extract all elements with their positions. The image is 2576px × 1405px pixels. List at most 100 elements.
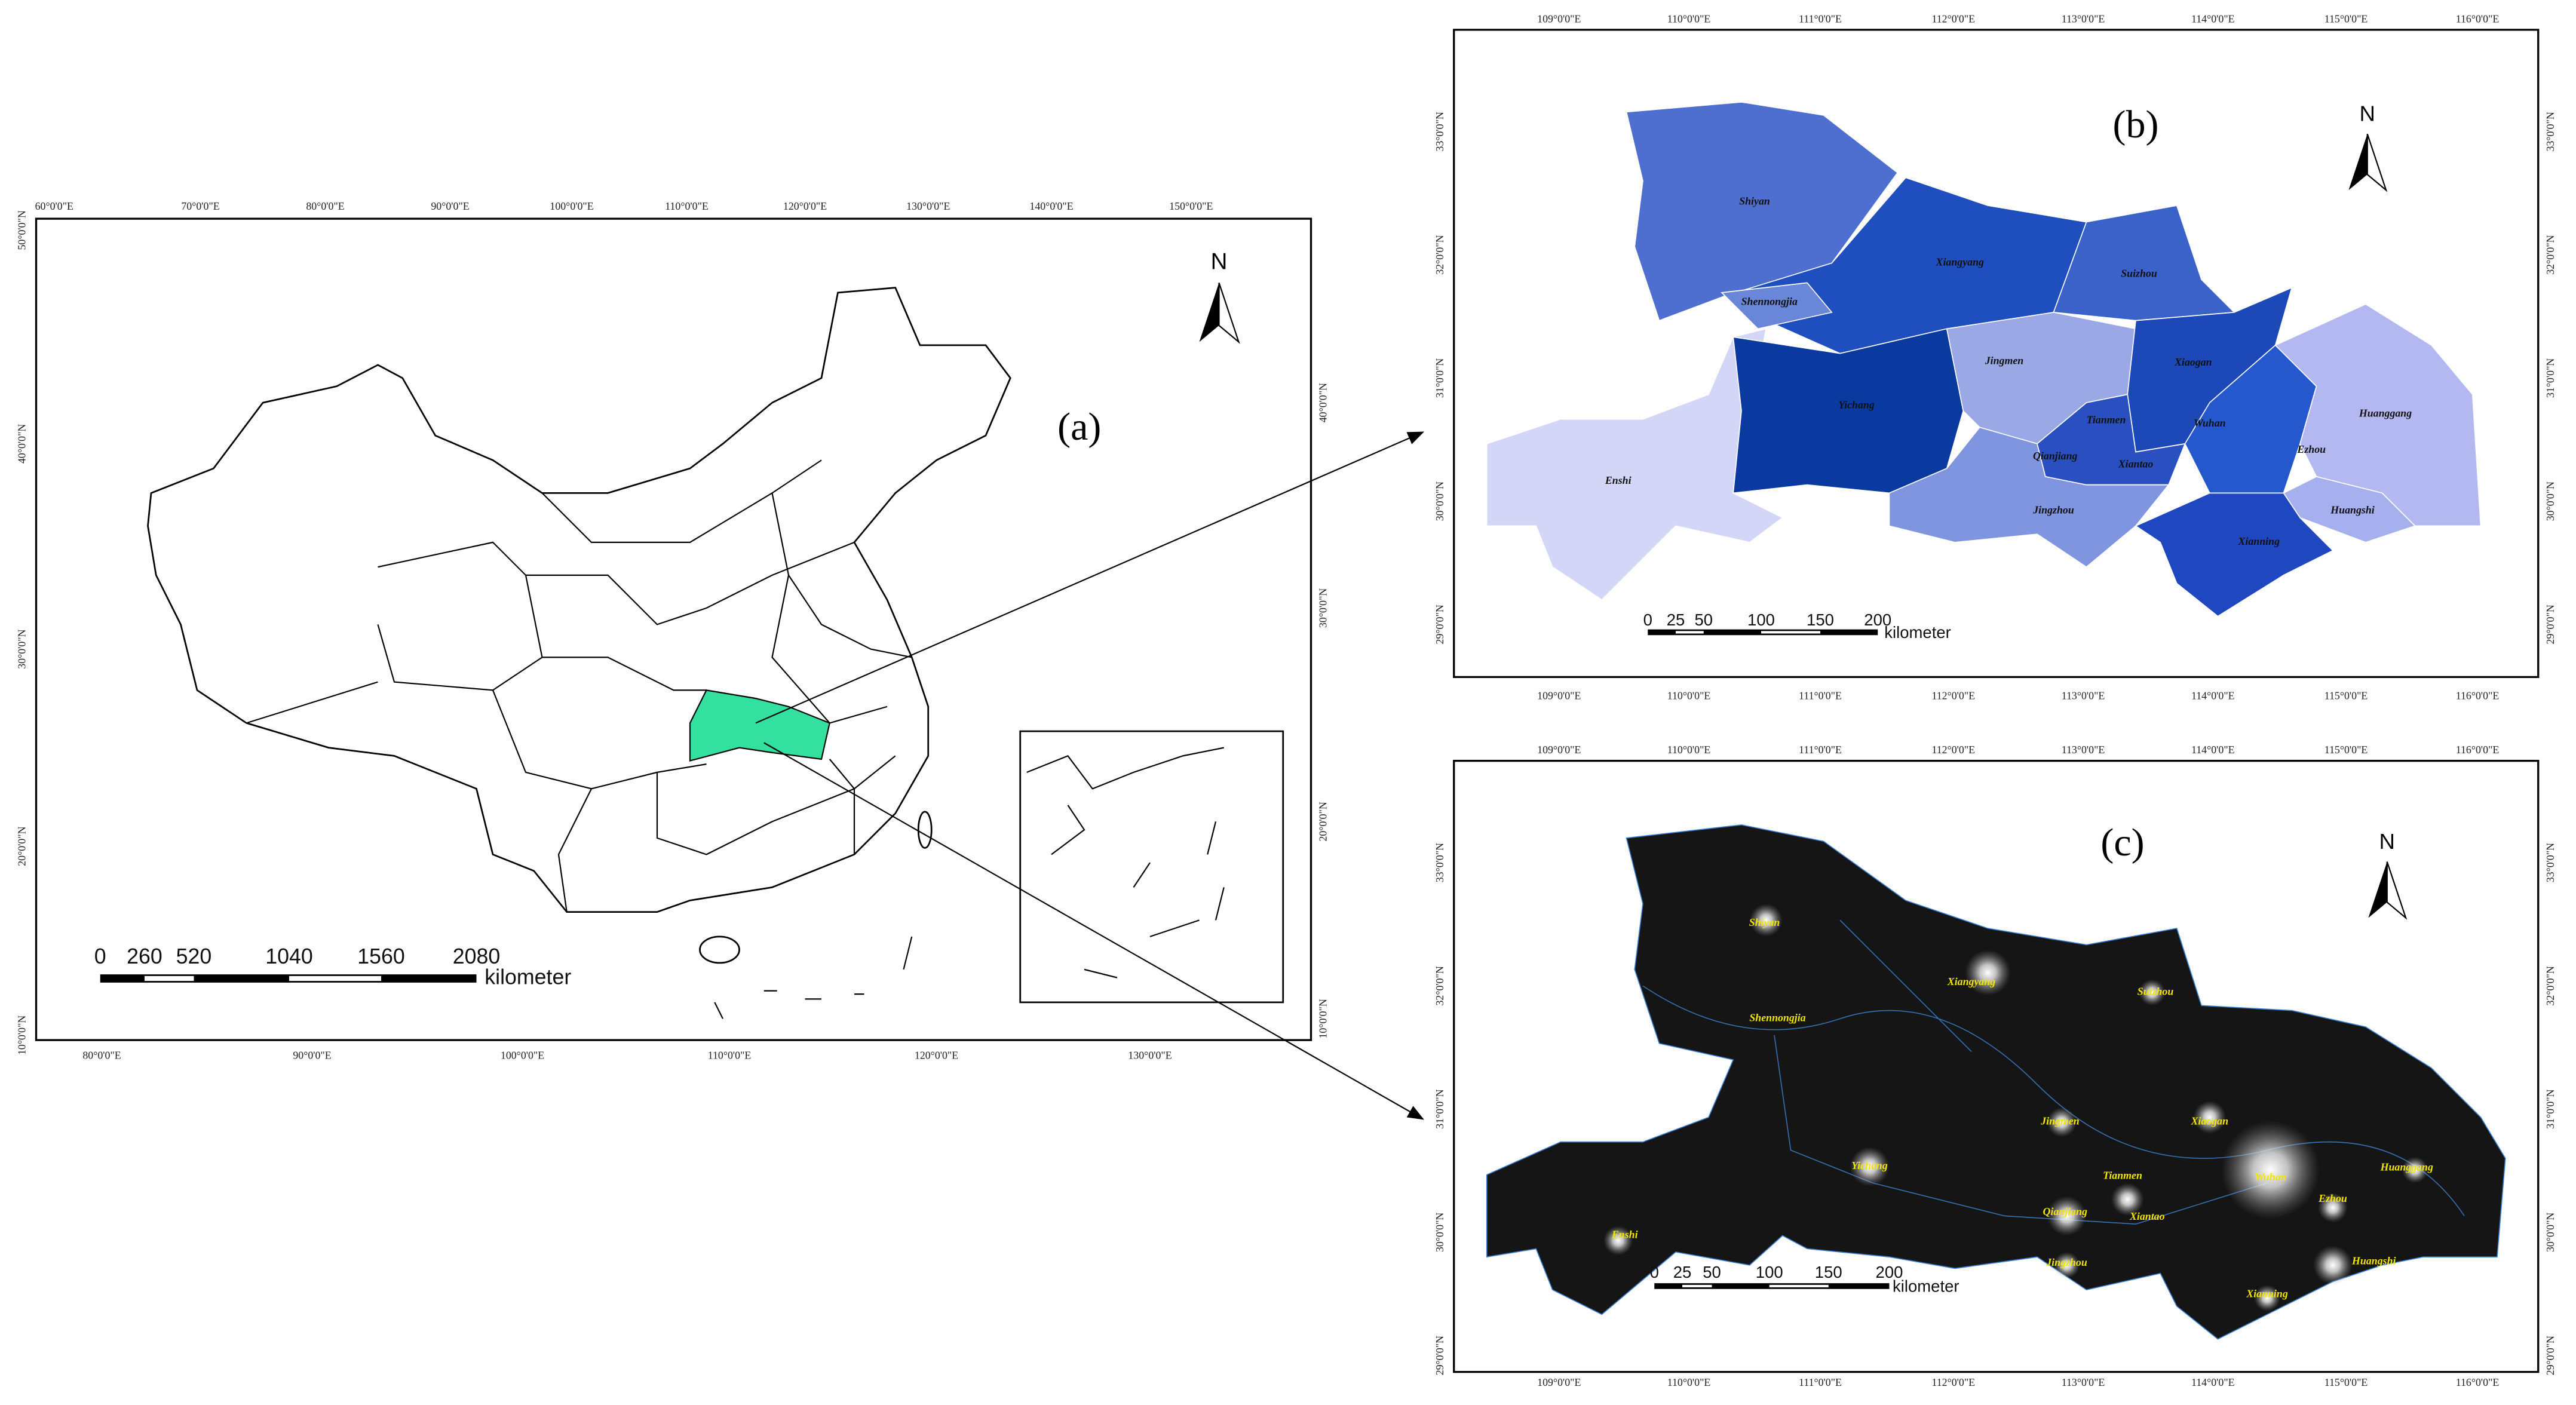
scale-label: 100 xyxy=(1747,611,1775,629)
top-coordinate: 114°0'0"E xyxy=(2191,13,2235,24)
top-coordinate: 150°0'0"E xyxy=(1169,200,1213,212)
north-arrow xyxy=(2348,134,2368,191)
right-coordinate: 32°0'0"N xyxy=(2544,966,2556,1005)
city-label: Yichang xyxy=(1851,1159,1888,1171)
light-glow xyxy=(2313,1245,2353,1285)
light-glow xyxy=(2047,1107,2077,1137)
left-coordinate: 33°0'0"N xyxy=(1434,843,1446,882)
panel-label: (b) xyxy=(2113,103,2159,146)
top-coordinate: 111°0'0"E xyxy=(1799,13,1842,24)
scale-label: 1560 xyxy=(357,944,405,968)
bottom-coordinate: 130°0'0"E xyxy=(1128,1050,1172,1062)
province-border xyxy=(246,681,378,724)
left-coordinate: 30°0'0"N xyxy=(1434,1213,1446,1252)
islands xyxy=(714,936,913,1019)
city-label: Xiaogan xyxy=(2174,356,2212,368)
light-glow xyxy=(2221,1120,2320,1219)
bottom-coordinate: 109°0'0"E xyxy=(1537,1376,1581,1388)
north-label: N xyxy=(2360,102,2375,126)
scale-bar xyxy=(100,974,477,983)
top-coordinate: 116°0'0"E xyxy=(2456,13,2500,24)
scale-label: 50 xyxy=(1703,1263,1721,1281)
city-label: Xiaogan xyxy=(2190,1115,2228,1127)
top-coordinate: 130°0'0"E xyxy=(906,200,950,212)
inset-coast xyxy=(1026,747,1225,978)
bottom-coordinate: 116°0'0"E xyxy=(2456,1376,2500,1388)
north-arrow xyxy=(1218,283,1240,344)
left-coordinate: 31°0'0"N xyxy=(1434,1089,1446,1128)
scale-label: 25 xyxy=(1673,1263,1692,1281)
top-coordinate: 100°0'0"E xyxy=(550,200,593,212)
scale-unit: kilometer xyxy=(1893,1277,1959,1295)
map-frame xyxy=(1453,29,2540,679)
light-glow xyxy=(2318,1192,2348,1223)
top-coordinate: 110°0'0"E xyxy=(1667,744,1711,756)
scale-label: 25 xyxy=(1667,611,1685,629)
north-arrow xyxy=(2366,133,2388,192)
hainan xyxy=(699,935,740,964)
light-glow xyxy=(2047,1196,2087,1236)
scale-label: 0 xyxy=(1650,1263,1659,1281)
hubei-highlight xyxy=(689,689,831,762)
bottom-coordinate: 110°0'0"E xyxy=(1667,689,1711,701)
light-glow xyxy=(1850,1146,1890,1186)
district xyxy=(1721,282,1833,330)
arrow xyxy=(763,742,1424,1120)
bottom-coordinate: 111°0'0"E xyxy=(1799,1376,1842,1388)
north-arrow xyxy=(2368,861,2387,918)
north-arrow xyxy=(1199,283,1219,342)
city-label: Huanggang xyxy=(2380,1161,2433,1173)
scale-label: 520 xyxy=(176,944,212,968)
city-label: Tianmen xyxy=(2087,413,2126,425)
city-label: Wuhan xyxy=(2194,417,2226,429)
panel-label: (c) xyxy=(2100,821,2144,864)
province-border xyxy=(492,459,822,543)
left-coordinate: 30°0'0"N xyxy=(1434,481,1446,521)
left-coordinate: 29°0'0"N xyxy=(1434,605,1446,644)
top-coordinate: 120°0'0"E xyxy=(783,200,827,212)
light-glow xyxy=(1603,1225,1633,1256)
district xyxy=(1486,328,1784,601)
city-label: Shiyan xyxy=(1739,195,1770,207)
top-coordinate: 113°0'0"E xyxy=(2062,744,2105,756)
top-coordinate: 70°0'0"E xyxy=(181,200,219,212)
top-coordinate: 112°0'0"E xyxy=(1931,13,1975,24)
district xyxy=(1732,328,1964,494)
left-coordinate: 32°0'0"N xyxy=(1434,966,1446,1005)
top-coordinate: 80°0'0"E xyxy=(306,200,344,212)
right-coordinate: 29°0'0"N xyxy=(2544,605,2556,644)
right-coordinate: 31°0'0"N xyxy=(2544,358,2556,398)
scale-segment xyxy=(289,975,381,981)
scale-segment xyxy=(1769,1284,1829,1287)
city-label: Tianmen xyxy=(2103,1169,2142,1181)
top-coordinate: 115°0'0"E xyxy=(2324,13,2368,24)
top-coordinate: 116°0'0"E xyxy=(2456,744,2500,756)
scale-segment xyxy=(145,975,194,981)
bottom-coordinate: 116°0'0"E xyxy=(2456,689,2500,701)
city-label: Suizhou xyxy=(2138,985,2174,997)
city-label: Qianjiang xyxy=(2043,1205,2088,1217)
city-label: Huangshi xyxy=(2351,1254,2396,1266)
city-label: Enshi xyxy=(1605,474,1632,486)
city-label: Huangshi xyxy=(2330,504,2374,516)
top-coordinate: 112°0'0"E xyxy=(1931,744,1975,756)
top-coordinate: 109°0'0"E xyxy=(1537,744,1581,756)
top-coordinate: 109°0'0"E xyxy=(1537,13,1581,24)
light-glow xyxy=(1965,949,2011,996)
bottom-coordinate: 80°0'0"E xyxy=(82,1050,121,1062)
province-border xyxy=(656,755,896,855)
left-coordinate: 40°0'0"N xyxy=(16,424,28,464)
left-coordinate: 30°0'0"N xyxy=(16,629,28,668)
city-label: Shennongjia xyxy=(1749,1011,1805,1023)
city-label: Ezhou xyxy=(2296,443,2326,455)
right-coordinate: 31°0'0"N xyxy=(2544,1089,2556,1128)
city-label: Jingzhou xyxy=(2046,1256,2087,1268)
scale-label: 150 xyxy=(1815,1263,1842,1281)
map-frame xyxy=(35,217,1312,1041)
scale-label: 100 xyxy=(1756,1263,1783,1281)
taiwan xyxy=(917,811,933,849)
top-coordinate: 60°0'0"E xyxy=(35,200,73,212)
top-coordinate: 111°0'0"E xyxy=(1799,744,1842,756)
city-label: Shennongjia xyxy=(1741,295,1798,307)
